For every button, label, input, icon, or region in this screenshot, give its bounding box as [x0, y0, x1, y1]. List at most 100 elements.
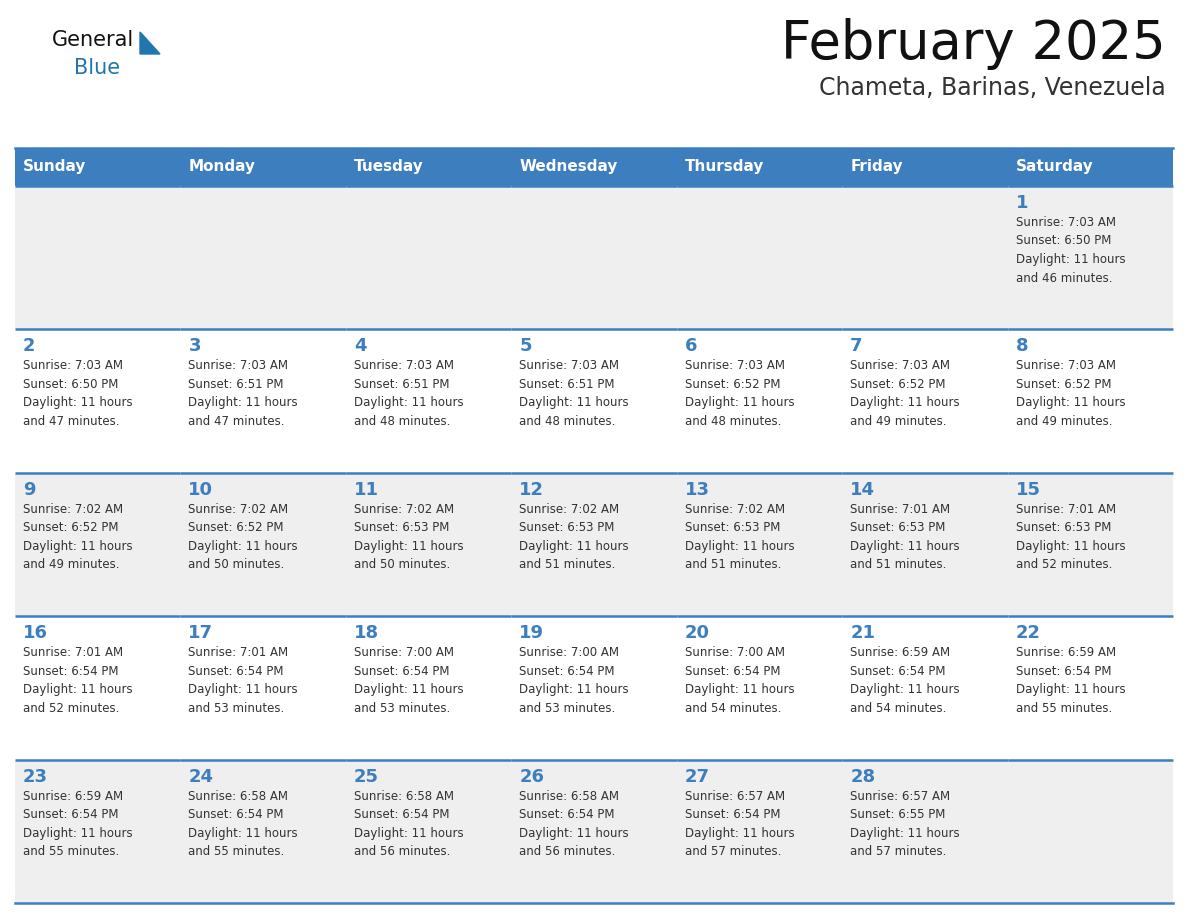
Bar — [181, 473, 346, 616]
Bar — [1007, 473, 1173, 616]
Text: 25: 25 — [354, 767, 379, 786]
Text: Tuesday: Tuesday — [354, 160, 424, 174]
Text: 19: 19 — [519, 624, 544, 643]
Text: Sunrise: 7:01 AM
Sunset: 6:53 PM
Daylight: 11 hours
and 51 minutes.: Sunrise: 7:01 AM Sunset: 6:53 PM Dayligh… — [851, 503, 960, 571]
Text: 26: 26 — [519, 767, 544, 786]
Bar — [181, 330, 346, 473]
Text: Sunrise: 7:00 AM
Sunset: 6:54 PM
Daylight: 11 hours
and 54 minutes.: Sunrise: 7:00 AM Sunset: 6:54 PM Dayligh… — [684, 646, 795, 715]
Bar — [346, 186, 511, 330]
Bar — [1007, 148, 1173, 186]
Text: Thursday: Thursday — [684, 160, 764, 174]
Bar — [15, 186, 181, 330]
Text: February 2025: February 2025 — [782, 18, 1165, 70]
Bar — [181, 616, 346, 759]
Text: 7: 7 — [851, 338, 862, 355]
Text: Sunrise: 7:03 AM
Sunset: 6:51 PM
Daylight: 11 hours
and 47 minutes.: Sunrise: 7:03 AM Sunset: 6:51 PM Dayligh… — [189, 360, 298, 428]
Text: 27: 27 — [684, 767, 709, 786]
Text: 14: 14 — [851, 481, 876, 498]
Bar — [346, 473, 511, 616]
Text: Friday: Friday — [851, 160, 903, 174]
Bar — [842, 330, 1007, 473]
Text: 24: 24 — [189, 767, 214, 786]
Text: Sunrise: 6:57 AM
Sunset: 6:55 PM
Daylight: 11 hours
and 57 minutes.: Sunrise: 6:57 AM Sunset: 6:55 PM Dayligh… — [851, 789, 960, 858]
Text: 1: 1 — [1016, 194, 1028, 212]
Text: 5: 5 — [519, 338, 532, 355]
Text: Sunrise: 7:01 AM
Sunset: 6:54 PM
Daylight: 11 hours
and 53 minutes.: Sunrise: 7:01 AM Sunset: 6:54 PM Dayligh… — [189, 646, 298, 715]
Bar — [842, 148, 1007, 186]
Bar — [677, 148, 842, 186]
Bar — [511, 148, 677, 186]
Text: Saturday: Saturday — [1016, 160, 1093, 174]
Bar — [15, 759, 181, 903]
Text: Sunrise: 6:58 AM
Sunset: 6:54 PM
Daylight: 11 hours
and 56 minutes.: Sunrise: 6:58 AM Sunset: 6:54 PM Dayligh… — [519, 789, 628, 858]
Bar — [1007, 330, 1173, 473]
Text: Sunrise: 6:58 AM
Sunset: 6:54 PM
Daylight: 11 hours
and 56 minutes.: Sunrise: 6:58 AM Sunset: 6:54 PM Dayligh… — [354, 789, 463, 858]
Text: 17: 17 — [189, 624, 214, 643]
Bar — [511, 616, 677, 759]
Bar — [511, 330, 677, 473]
Bar — [15, 473, 181, 616]
Text: 4: 4 — [354, 338, 366, 355]
Bar — [346, 148, 511, 186]
Bar — [181, 148, 346, 186]
Text: Sunrise: 6:59 AM
Sunset: 6:54 PM
Daylight: 11 hours
and 55 minutes.: Sunrise: 6:59 AM Sunset: 6:54 PM Dayligh… — [1016, 646, 1125, 715]
Text: Sunrise: 6:59 AM
Sunset: 6:54 PM
Daylight: 11 hours
and 54 minutes.: Sunrise: 6:59 AM Sunset: 6:54 PM Dayligh… — [851, 646, 960, 715]
Text: Sunrise: 6:57 AM
Sunset: 6:54 PM
Daylight: 11 hours
and 57 minutes.: Sunrise: 6:57 AM Sunset: 6:54 PM Dayligh… — [684, 789, 795, 858]
Bar — [346, 616, 511, 759]
Bar — [15, 330, 181, 473]
Bar — [842, 616, 1007, 759]
Text: 23: 23 — [23, 767, 48, 786]
Text: Sunrise: 7:01 AM
Sunset: 6:54 PM
Daylight: 11 hours
and 52 minutes.: Sunrise: 7:01 AM Sunset: 6:54 PM Dayligh… — [23, 646, 133, 715]
Text: 13: 13 — [684, 481, 709, 498]
Text: Sunrise: 7:02 AM
Sunset: 6:53 PM
Daylight: 11 hours
and 51 minutes.: Sunrise: 7:02 AM Sunset: 6:53 PM Dayligh… — [684, 503, 795, 571]
Text: Sunrise: 7:03 AM
Sunset: 6:50 PM
Daylight: 11 hours
and 46 minutes.: Sunrise: 7:03 AM Sunset: 6:50 PM Dayligh… — [1016, 216, 1125, 285]
Bar — [1007, 186, 1173, 330]
Bar — [677, 473, 842, 616]
Text: 16: 16 — [23, 624, 48, 643]
Text: Sunrise: 7:01 AM
Sunset: 6:53 PM
Daylight: 11 hours
and 52 minutes.: Sunrise: 7:01 AM Sunset: 6:53 PM Dayligh… — [1016, 503, 1125, 571]
Text: Sunrise: 7:00 AM
Sunset: 6:54 PM
Daylight: 11 hours
and 53 minutes.: Sunrise: 7:00 AM Sunset: 6:54 PM Dayligh… — [519, 646, 628, 715]
Bar — [511, 186, 677, 330]
Text: Chameta, Barinas, Venezuela: Chameta, Barinas, Venezuela — [820, 76, 1165, 100]
Text: 3: 3 — [189, 338, 201, 355]
Text: 18: 18 — [354, 624, 379, 643]
Text: 20: 20 — [684, 624, 709, 643]
Text: Sunday: Sunday — [23, 160, 87, 174]
Text: 2: 2 — [23, 338, 36, 355]
Bar — [181, 186, 346, 330]
Text: Sunrise: 7:02 AM
Sunset: 6:52 PM
Daylight: 11 hours
and 50 minutes.: Sunrise: 7:02 AM Sunset: 6:52 PM Dayligh… — [189, 503, 298, 571]
Text: 21: 21 — [851, 624, 876, 643]
Text: Sunrise: 7:03 AM
Sunset: 6:52 PM
Daylight: 11 hours
and 49 minutes.: Sunrise: 7:03 AM Sunset: 6:52 PM Dayligh… — [851, 360, 960, 428]
Text: 9: 9 — [23, 481, 36, 498]
Text: Blue: Blue — [74, 58, 120, 78]
Text: Sunrise: 7:03 AM
Sunset: 6:52 PM
Daylight: 11 hours
and 48 minutes.: Sunrise: 7:03 AM Sunset: 6:52 PM Dayligh… — [684, 360, 795, 428]
Bar — [842, 759, 1007, 903]
Bar — [511, 473, 677, 616]
Text: Sunrise: 7:03 AM
Sunset: 6:50 PM
Daylight: 11 hours
and 47 minutes.: Sunrise: 7:03 AM Sunset: 6:50 PM Dayligh… — [23, 360, 133, 428]
Text: Sunrise: 7:00 AM
Sunset: 6:54 PM
Daylight: 11 hours
and 53 minutes.: Sunrise: 7:00 AM Sunset: 6:54 PM Dayligh… — [354, 646, 463, 715]
Text: 22: 22 — [1016, 624, 1041, 643]
Text: 28: 28 — [851, 767, 876, 786]
Bar — [677, 759, 842, 903]
Text: 12: 12 — [519, 481, 544, 498]
Bar — [181, 759, 346, 903]
Bar — [677, 186, 842, 330]
Text: Monday: Monday — [189, 160, 255, 174]
Bar — [677, 616, 842, 759]
Text: Sunrise: 7:03 AM
Sunset: 6:52 PM
Daylight: 11 hours
and 49 minutes.: Sunrise: 7:03 AM Sunset: 6:52 PM Dayligh… — [1016, 360, 1125, 428]
Bar — [15, 148, 181, 186]
Text: 11: 11 — [354, 481, 379, 498]
Bar — [15, 616, 181, 759]
Text: 15: 15 — [1016, 481, 1041, 498]
Text: Sunrise: 7:03 AM
Sunset: 6:51 PM
Daylight: 11 hours
and 48 minutes.: Sunrise: 7:03 AM Sunset: 6:51 PM Dayligh… — [519, 360, 628, 428]
Bar — [1007, 616, 1173, 759]
Text: 8: 8 — [1016, 338, 1028, 355]
Text: 6: 6 — [684, 338, 697, 355]
Text: 10: 10 — [189, 481, 214, 498]
Bar — [1007, 759, 1173, 903]
Text: Sunrise: 6:59 AM
Sunset: 6:54 PM
Daylight: 11 hours
and 55 minutes.: Sunrise: 6:59 AM Sunset: 6:54 PM Dayligh… — [23, 789, 133, 858]
Polygon shape — [140, 32, 160, 54]
Bar — [511, 759, 677, 903]
Bar — [842, 186, 1007, 330]
Text: Sunrise: 6:58 AM
Sunset: 6:54 PM
Daylight: 11 hours
and 55 minutes.: Sunrise: 6:58 AM Sunset: 6:54 PM Dayligh… — [189, 789, 298, 858]
